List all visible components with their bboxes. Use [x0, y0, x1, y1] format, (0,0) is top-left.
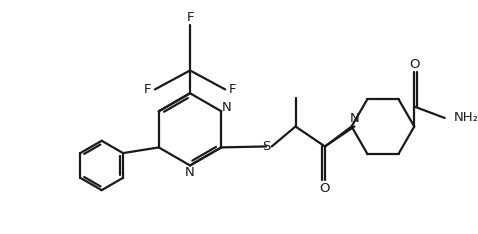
Text: NH₂: NH₂ [454, 111, 478, 124]
Text: N: N [222, 102, 232, 114]
Text: O: O [320, 182, 330, 195]
Text: O: O [409, 58, 420, 71]
Text: N: N [185, 166, 195, 179]
Text: F: F [143, 83, 151, 96]
Text: F: F [186, 11, 194, 24]
Text: S: S [262, 140, 270, 153]
Text: N: N [349, 112, 359, 125]
Text: F: F [229, 83, 237, 96]
